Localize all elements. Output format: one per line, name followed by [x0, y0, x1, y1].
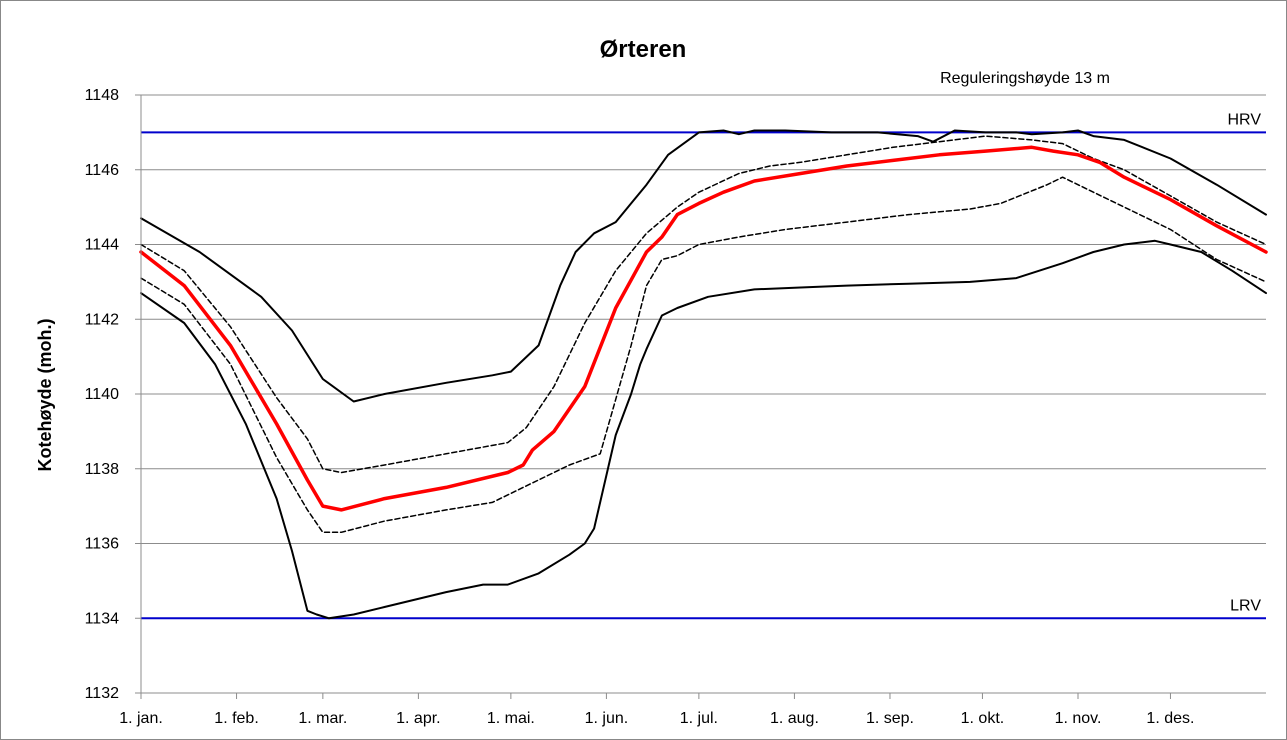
series-group [139, 129, 1268, 620]
y-tick-label: 1142 [85, 311, 120, 328]
series-line-lower [140, 176, 1267, 534]
chart-title: Ørteren [600, 36, 687, 63]
y-tick-label: 1138 [85, 461, 120, 478]
x-tick-label: 1. jul. [680, 710, 718, 727]
x-tick-label: 1. apr. [396, 710, 440, 727]
y-axis-label: Kotehøyde (moh.) [35, 319, 55, 472]
y-tick-label: 1148 [85, 87, 120, 104]
x-tick-label: 1. sep. [866, 710, 914, 727]
y-tick-label: 1146 [85, 162, 120, 179]
reference-label-lrv: LRV [1230, 597, 1261, 614]
x-tick-labels: 1. jan. 1. feb. 1. mar. 1. apr. 1. mai. 1. ju… [119, 710, 1194, 727]
y-tick-label: 1132 [85, 685, 120, 702]
x-tick-label: 1. aug. [770, 710, 819, 727]
x-tick-label: 1. okt. [961, 710, 1005, 727]
reference-label-hrv: HRV [1228, 111, 1262, 128]
series-line-median [139, 145, 1268, 512]
x-tick-label: 1. mai. [487, 710, 535, 727]
x-tick-label: 1. jun. [585, 710, 629, 727]
x-tick-label: 1. nov. [1055, 710, 1102, 727]
y-tick-label: 1136 [85, 536, 120, 553]
series-line-min [140, 239, 1267, 620]
axes [140, 95, 1266, 699]
y-tick-label: 1144 [85, 237, 120, 254]
x-tick-label: 1. feb. [214, 710, 258, 727]
chart-annotation: Reguleringshøyde 13 m [940, 70, 1110, 87]
y-tick-label: 1140 [85, 386, 120, 403]
series-line-upper [140, 135, 1267, 474]
x-tick-label: 1. jan. [119, 710, 163, 727]
x-tick-label: 1. des. [1146, 710, 1194, 727]
x-tick-label: 1. mar. [298, 710, 347, 727]
series-line-max [140, 129, 1267, 403]
y-tick-labels: 1132 1134 1136 1138 1140 1142 1144 1146 1148 [85, 87, 120, 702]
reference-lines: HRV LRV [141, 111, 1266, 620]
y-tick-label: 1134 [85, 610, 120, 627]
